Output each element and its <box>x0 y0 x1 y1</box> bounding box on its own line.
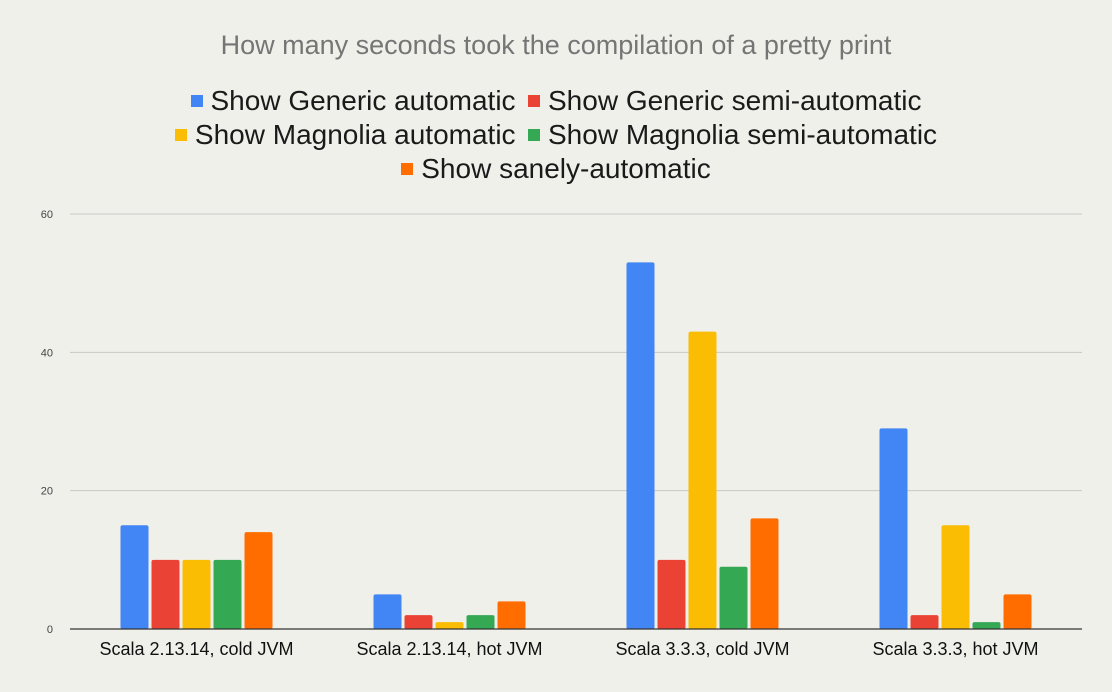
bar-2-0 <box>626 262 655 629</box>
legend-row-1: Show Generic automatic Show Generic semi… <box>0 84 1112 118</box>
bar-1-1 <box>404 615 433 629</box>
x-tick-label-2: Scala 3.3.3, cold JVM <box>615 639 789 659</box>
bar-2-1 <box>657 559 686 629</box>
legend-label-show-sanely-automatic: Show sanely-automatic <box>421 153 711 184</box>
legend-swatch-0 <box>190 95 203 107</box>
bar-0-4 <box>244 532 273 629</box>
bar-1-3 <box>466 615 495 629</box>
bar-2-4 <box>750 518 779 629</box>
x-tick-label-1: Scala 2.13.14, hot JVM <box>356 639 542 659</box>
chart-title: How many seconds took the compilation of… <box>220 30 892 60</box>
y-tick-label-40: 40 <box>41 347 53 359</box>
bar-0-1 <box>151 559 180 629</box>
legend-swatch-2 <box>174 129 187 141</box>
legend-swatch-1 <box>528 95 540 107</box>
legend-item-show-sanely-automatic: Show sanely-automatic <box>401 152 711 186</box>
bar-3-4 <box>1003 594 1032 629</box>
y-tick-label-0: 0 <box>47 624 53 636</box>
bar-3-2 <box>941 525 970 629</box>
legend-row-3: Show sanely-automatic <box>0 152 1112 186</box>
legend-row-2: Show Magnolia automatic Show Magnolia se… <box>0 118 1112 152</box>
bar-0-2 <box>182 559 211 629</box>
bar-0-0 <box>120 525 149 629</box>
legend: Show Generic automatic Show Generic semi… <box>0 84 1112 186</box>
legend-item-show-generic-automatic: Show Generic automatic <box>190 84 516 118</box>
bar-1-4 <box>497 601 526 629</box>
legend-item-show-magnolia-semi-automatic: Show Magnolia semi-automatic <box>528 118 937 152</box>
bar-3-3 <box>972 622 1001 629</box>
legend-label-show-magnolia-semi-automatic: Show Magnolia semi-automatic <box>548 119 938 150</box>
bar-2-2 <box>688 331 717 629</box>
bar-3-0 <box>879 428 908 629</box>
x-tick-label-0: Scala 2.13.14, cold JVM <box>99 639 293 659</box>
x-tick-label-3: Scala 3.3.3, hot JVM <box>872 639 1038 659</box>
legend-label-show-magnolia-automatic: Show Magnolia automatic <box>194 119 516 150</box>
y-tick-label-20: 20 <box>41 486 53 498</box>
legend-label-show-generic-semi-automatic: Show Generic semi-automatic <box>548 85 922 116</box>
legend-label-show-generic-automatic: Show Generic automatic <box>210 85 516 116</box>
bar-0-3 <box>213 559 242 629</box>
bar-1-2 <box>435 622 464 629</box>
legend-item-show-magnolia-automatic: Show Magnolia automatic <box>174 118 516 152</box>
y-tick-label-60: 60 <box>41 209 53 221</box>
bar-2-3 <box>719 566 748 629</box>
bar-3-1 <box>910 615 939 629</box>
legend-swatch-3 <box>528 129 540 141</box>
bar-1-0 <box>373 594 402 629</box>
legend-swatch-4 <box>401 163 414 175</box>
legend-item-show-generic-semi-automatic: Show Generic semi-automatic <box>528 84 921 118</box>
